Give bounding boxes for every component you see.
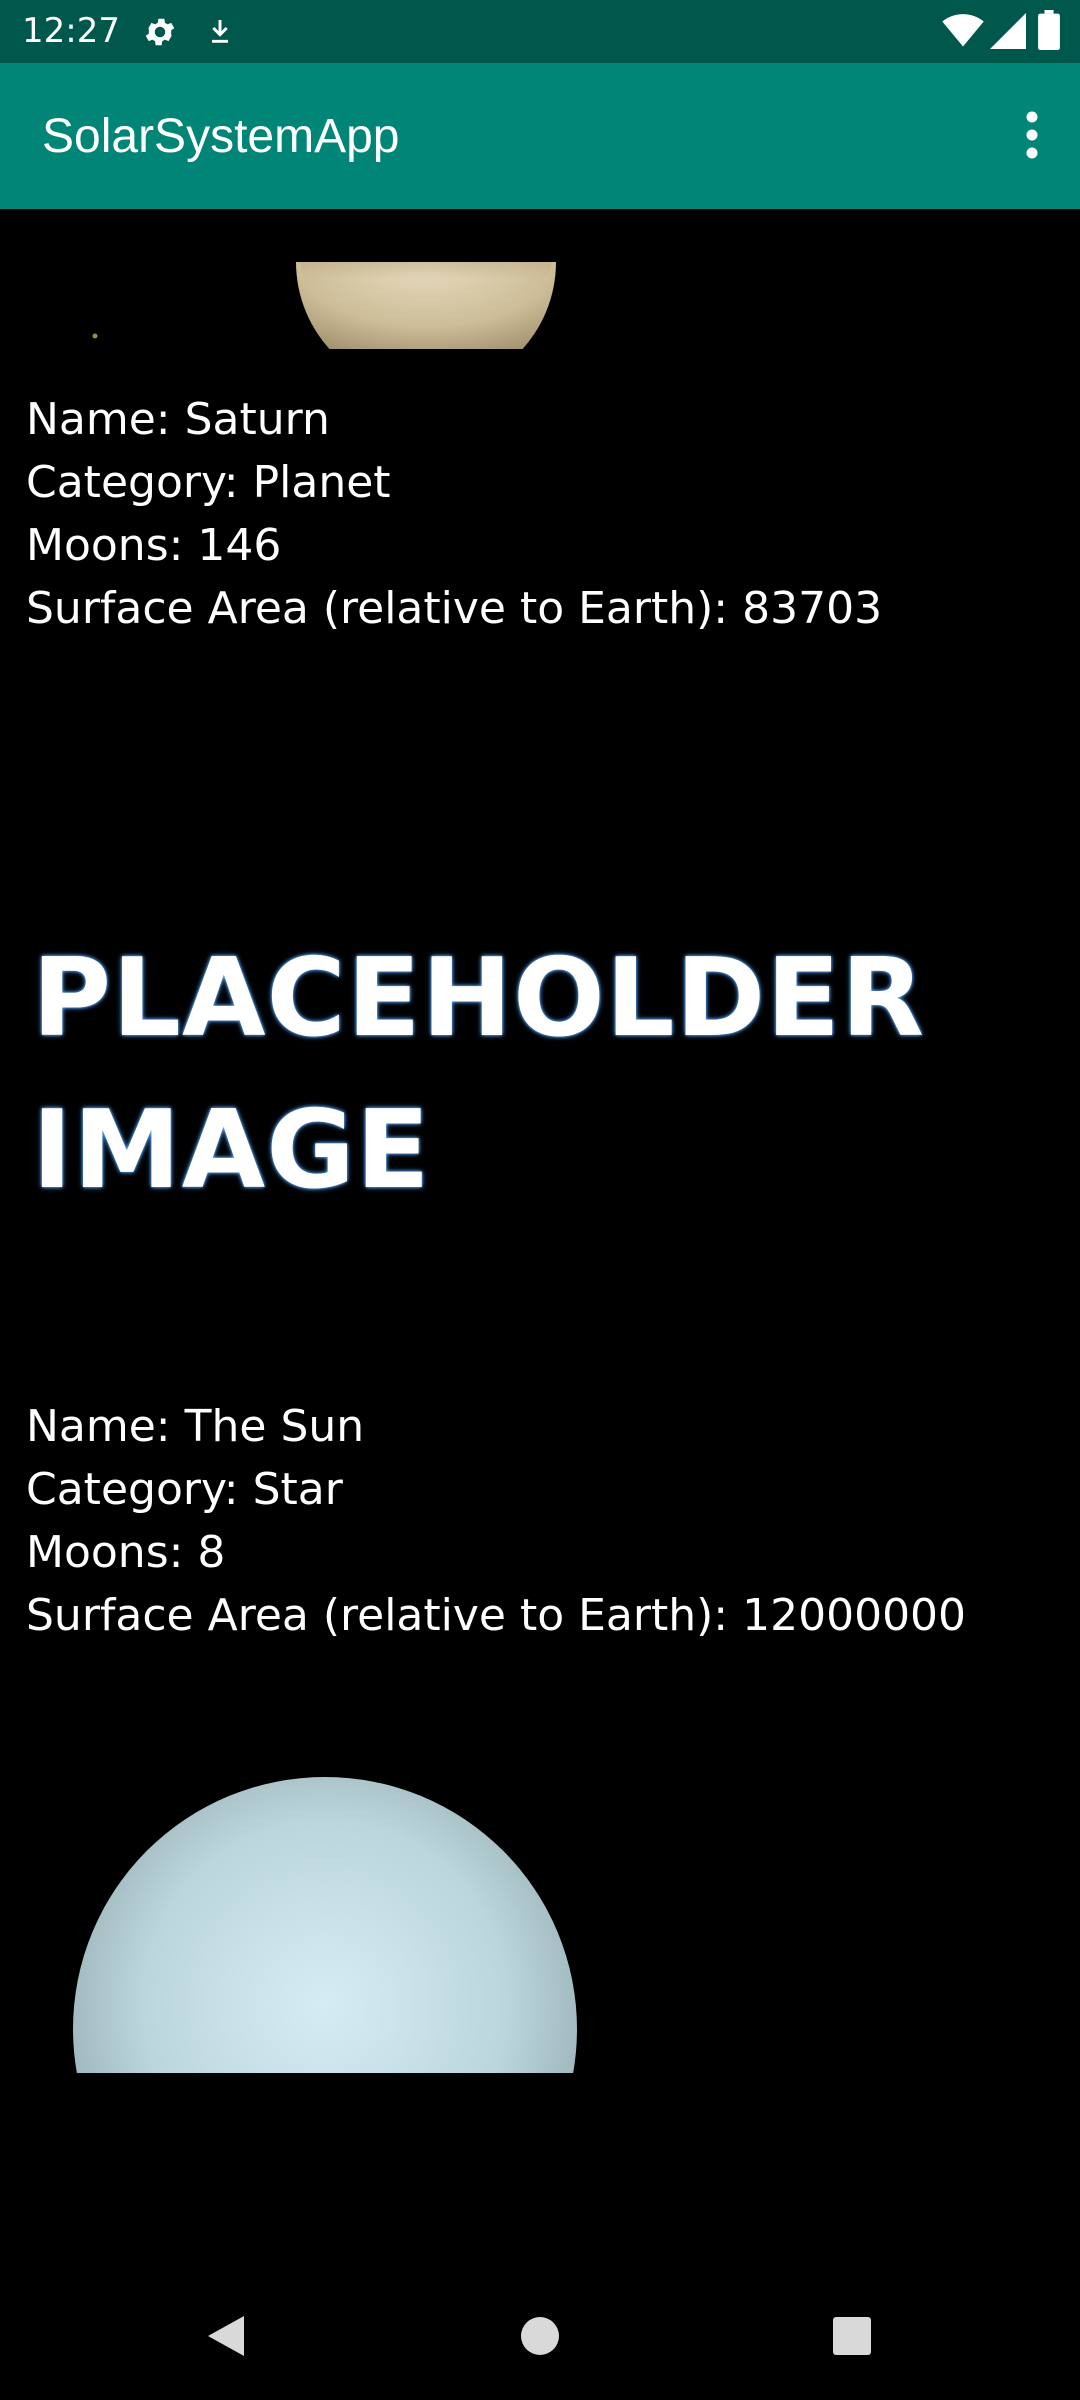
overflow-menu-button[interactable]	[996, 99, 1068, 171]
saturn-info: Name: Saturn Category: Planet Moons: 146…	[26, 388, 882, 640]
surface-area-text: Surface Area (relative to Earth): 120000…	[26, 1590, 967, 1641]
signal-icon	[990, 12, 1026, 54]
planet-list[interactable]: Name: Saturn Category: Planet Moons: 146…	[0, 209, 1080, 2309]
back-button[interactable]	[186, 2296, 266, 2376]
more-vert-icon	[1026, 111, 1038, 159]
navigation-bar	[0, 2270, 1080, 2400]
recents-icon	[833, 2317, 871, 2355]
app-bar: SolarSystemApp	[0, 63, 1080, 209]
sun-info: Name: The Sun Category: Star Moons: 8 Su…	[26, 1395, 966, 1647]
battery-icon	[1038, 10, 1060, 54]
category-text: Category: Star	[26, 1464, 343, 1515]
moons-text: Moons: 8	[26, 1527, 226, 1578]
uranus-image	[73, 1777, 577, 2073]
placeholder-image: PLACEHOLDER IMAGE	[32, 923, 925, 1227]
back-icon	[208, 2316, 244, 2356]
wifi-icon	[942, 12, 984, 54]
download-icon	[204, 14, 236, 54]
home-icon	[521, 2317, 559, 2355]
saturn-image	[92, 262, 556, 349]
home-button[interactable]	[500, 2296, 580, 2376]
gear-icon	[142, 14, 178, 54]
placeholder-text-line-2: IMAGE	[32, 1088, 431, 1213]
category-text: Category: Planet	[26, 457, 391, 508]
app-title: SolarSystemApp	[42, 110, 400, 163]
status-bar: 12:27	[0, 0, 1080, 63]
name-text: Name: The Sun	[26, 1401, 365, 1452]
recents-button[interactable]	[812, 2296, 892, 2376]
placeholder-text-line-1: PLACEHOLDER	[32, 936, 926, 1061]
surface-area-text: Surface Area (relative to Earth): 83703	[26, 583, 883, 634]
name-text: Name: Saturn	[26, 394, 330, 445]
moons-text: Moons: 146	[26, 520, 282, 571]
status-time: 12:27	[22, 11, 120, 51]
